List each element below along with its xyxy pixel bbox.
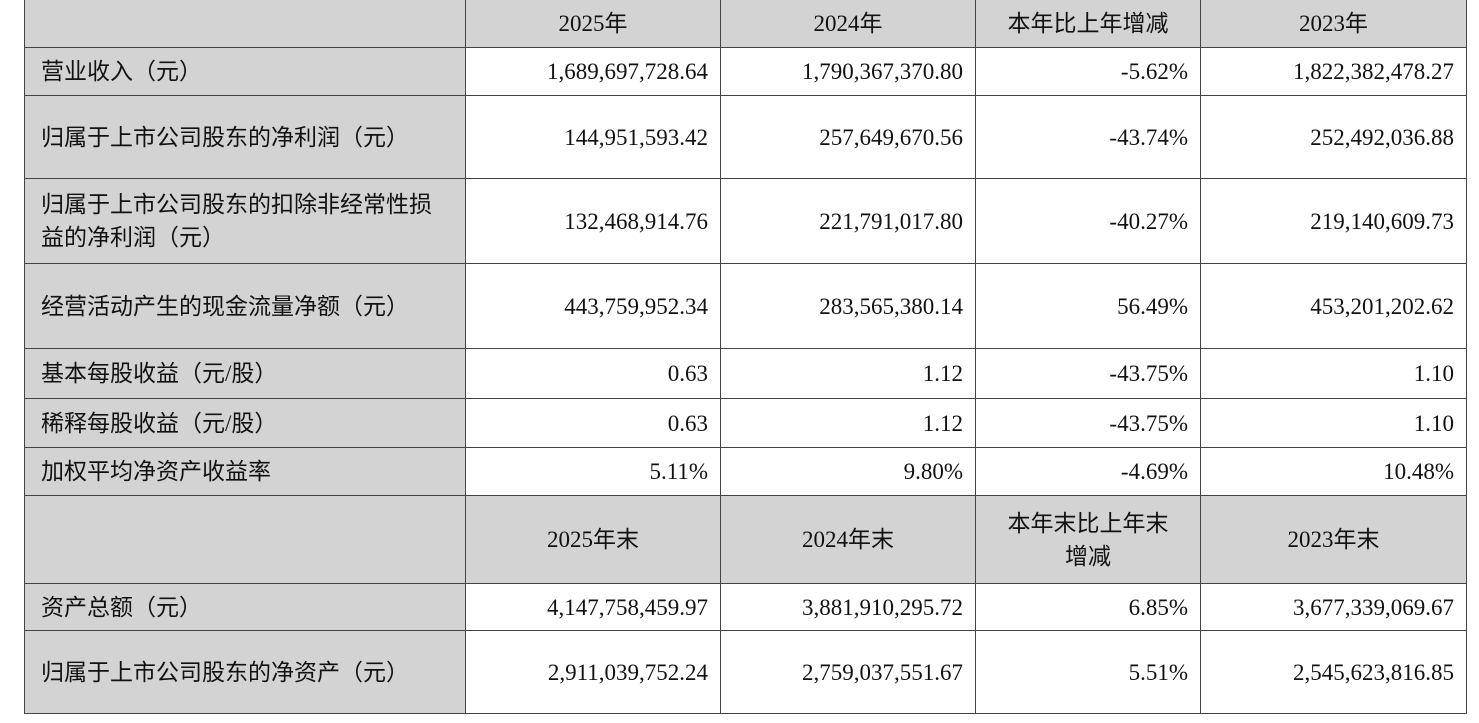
- cell-value: 257,649,670.56: [720, 95, 976, 179]
- column-header: 本年比上年增减: [975, 0, 1201, 48]
- cell-value: 3,881,910,295.72: [720, 583, 976, 631]
- cell-value: 219,140,609.73: [1200, 178, 1467, 264]
- cell-value: 1.10: [1200, 348, 1467, 399]
- column-header: 2023年末: [1200, 495, 1467, 584]
- header-row: 2025年末 2024年末 本年末比上年末增减 2023年末: [24, 495, 1467, 584]
- cell-value: 0.63: [465, 398, 721, 448]
- table-row: 营业收入（元） 1,689,697,728.64 1,790,367,370.80-…: [24, 47, 1467, 96]
- cell-value: -43.75%: [975, 398, 1201, 448]
- cell-value: 1.10: [1200, 398, 1467, 448]
- cell-value: -43.75%: [975, 348, 1201, 399]
- cell-value: 1.12: [720, 348, 976, 399]
- cell-value: -5.62%: [975, 47, 1201, 96]
- cell-value: 2,911,039,752.24: [465, 630, 721, 714]
- row-label: 营业收入（元）: [24, 47, 466, 96]
- cell-value: -40.27%: [975, 178, 1201, 264]
- cell-value: 132,468,914.76: [465, 178, 721, 264]
- row-label: 加权平均净资产收益率: [24, 447, 466, 496]
- header-corner: [24, 495, 466, 584]
- cell-value: 283,565,380.14: [720, 263, 976, 349]
- cell-value: 144,951,593.42: [465, 95, 721, 179]
- cell-value: 6.85%: [975, 583, 1201, 631]
- header-row: 2025年 2024年 本年比上年增减 2023年: [24, 0, 1467, 48]
- financial-summary-table: 2025年 2024年 本年比上年增减 2023年 营业收入（元） 1,689,697,7…: [24, 0, 1467, 714]
- cell-value: 56.49%: [975, 263, 1201, 349]
- table-row: 归属于上市公司股东的净资产（元） 2,911,039,752.24 2,759,03…: [24, 630, 1467, 714]
- table-row: 基本每股收益（元/股） 0.63 1.12 -43.75% 1.10: [24, 348, 1467, 399]
- cell-value: 1,822,382,478.27: [1200, 47, 1467, 96]
- row-label: 归属于上市公司股东的净利润（元）: [24, 95, 466, 179]
- cell-value: 9.80%: [720, 447, 976, 496]
- column-header: 2025年末: [465, 495, 721, 584]
- row-label: 经营活动产生的现金流量净额（元）: [24, 263, 466, 349]
- column-header: 2024年末: [720, 495, 976, 584]
- row-label: 基本每股收益（元/股）: [24, 348, 466, 399]
- cell-value: 3,677,339,069.67: [1200, 583, 1467, 631]
- row-label: 归属于上市公司股东的净资产（元）: [24, 630, 466, 714]
- cell-value: -4.69%: [975, 447, 1201, 496]
- cell-value: -43.74%: [975, 95, 1201, 179]
- table-row: 加权平均净资产收益率 5.11% 9.80% -4.69% 10.48%: [24, 447, 1467, 496]
- column-header: 本年末比上年末增减: [975, 495, 1201, 584]
- column-header: 2023年: [1200, 0, 1467, 48]
- cell-value: 10.48%: [1200, 447, 1467, 496]
- row-label: 资产总额（元）: [24, 583, 466, 631]
- cell-value: 453,201,202.62: [1200, 263, 1467, 349]
- table-row: 归属于上市公司股东的净利润（元） 144,951,593.42 257,649,67…: [24, 95, 1467, 179]
- cell-value: 1,689,697,728.64: [465, 47, 721, 96]
- cell-value: 0.63: [465, 348, 721, 399]
- cell-value: 2,545,623,816.85: [1200, 630, 1467, 714]
- cell-value: 443,759,952.34: [465, 263, 721, 349]
- column-header: 2025年: [465, 0, 721, 48]
- cell-value: 4,147,758,459.97: [465, 583, 721, 631]
- table-row: 资产总额（元） 4,147,758,459.97 3,881,910,295.72 6…: [24, 583, 1467, 631]
- table-row: 稀释每股收益（元/股） 0.63 1.12 -43.75% 1.10: [24, 398, 1467, 448]
- cell-value: 252,492,036.88: [1200, 95, 1467, 179]
- cell-value: 1,790,367,370.80: [720, 47, 976, 96]
- cell-value: 1.12: [720, 398, 976, 448]
- cell-value: 221,791,017.80: [720, 178, 976, 264]
- table-row: 经营活动产生的现金流量净额（元） 443,759,952.34 283,565,38…: [24, 263, 1467, 349]
- cell-value: 2,759,037,551.67: [720, 630, 976, 714]
- header-corner: [24, 0, 466, 48]
- column-header: 2024年: [720, 0, 976, 48]
- cell-value: 5.11%: [465, 447, 721, 496]
- table-row: 归属于上市公司股东的扣除非经常性损益的净利润（元） 132,468,914.76 2…: [24, 178, 1467, 264]
- row-label: 稀释每股收益（元/股）: [24, 398, 466, 448]
- row-label: 归属于上市公司股东的扣除非经常性损益的净利润（元）: [24, 178, 466, 264]
- cell-value: 5.51%: [975, 630, 1201, 714]
